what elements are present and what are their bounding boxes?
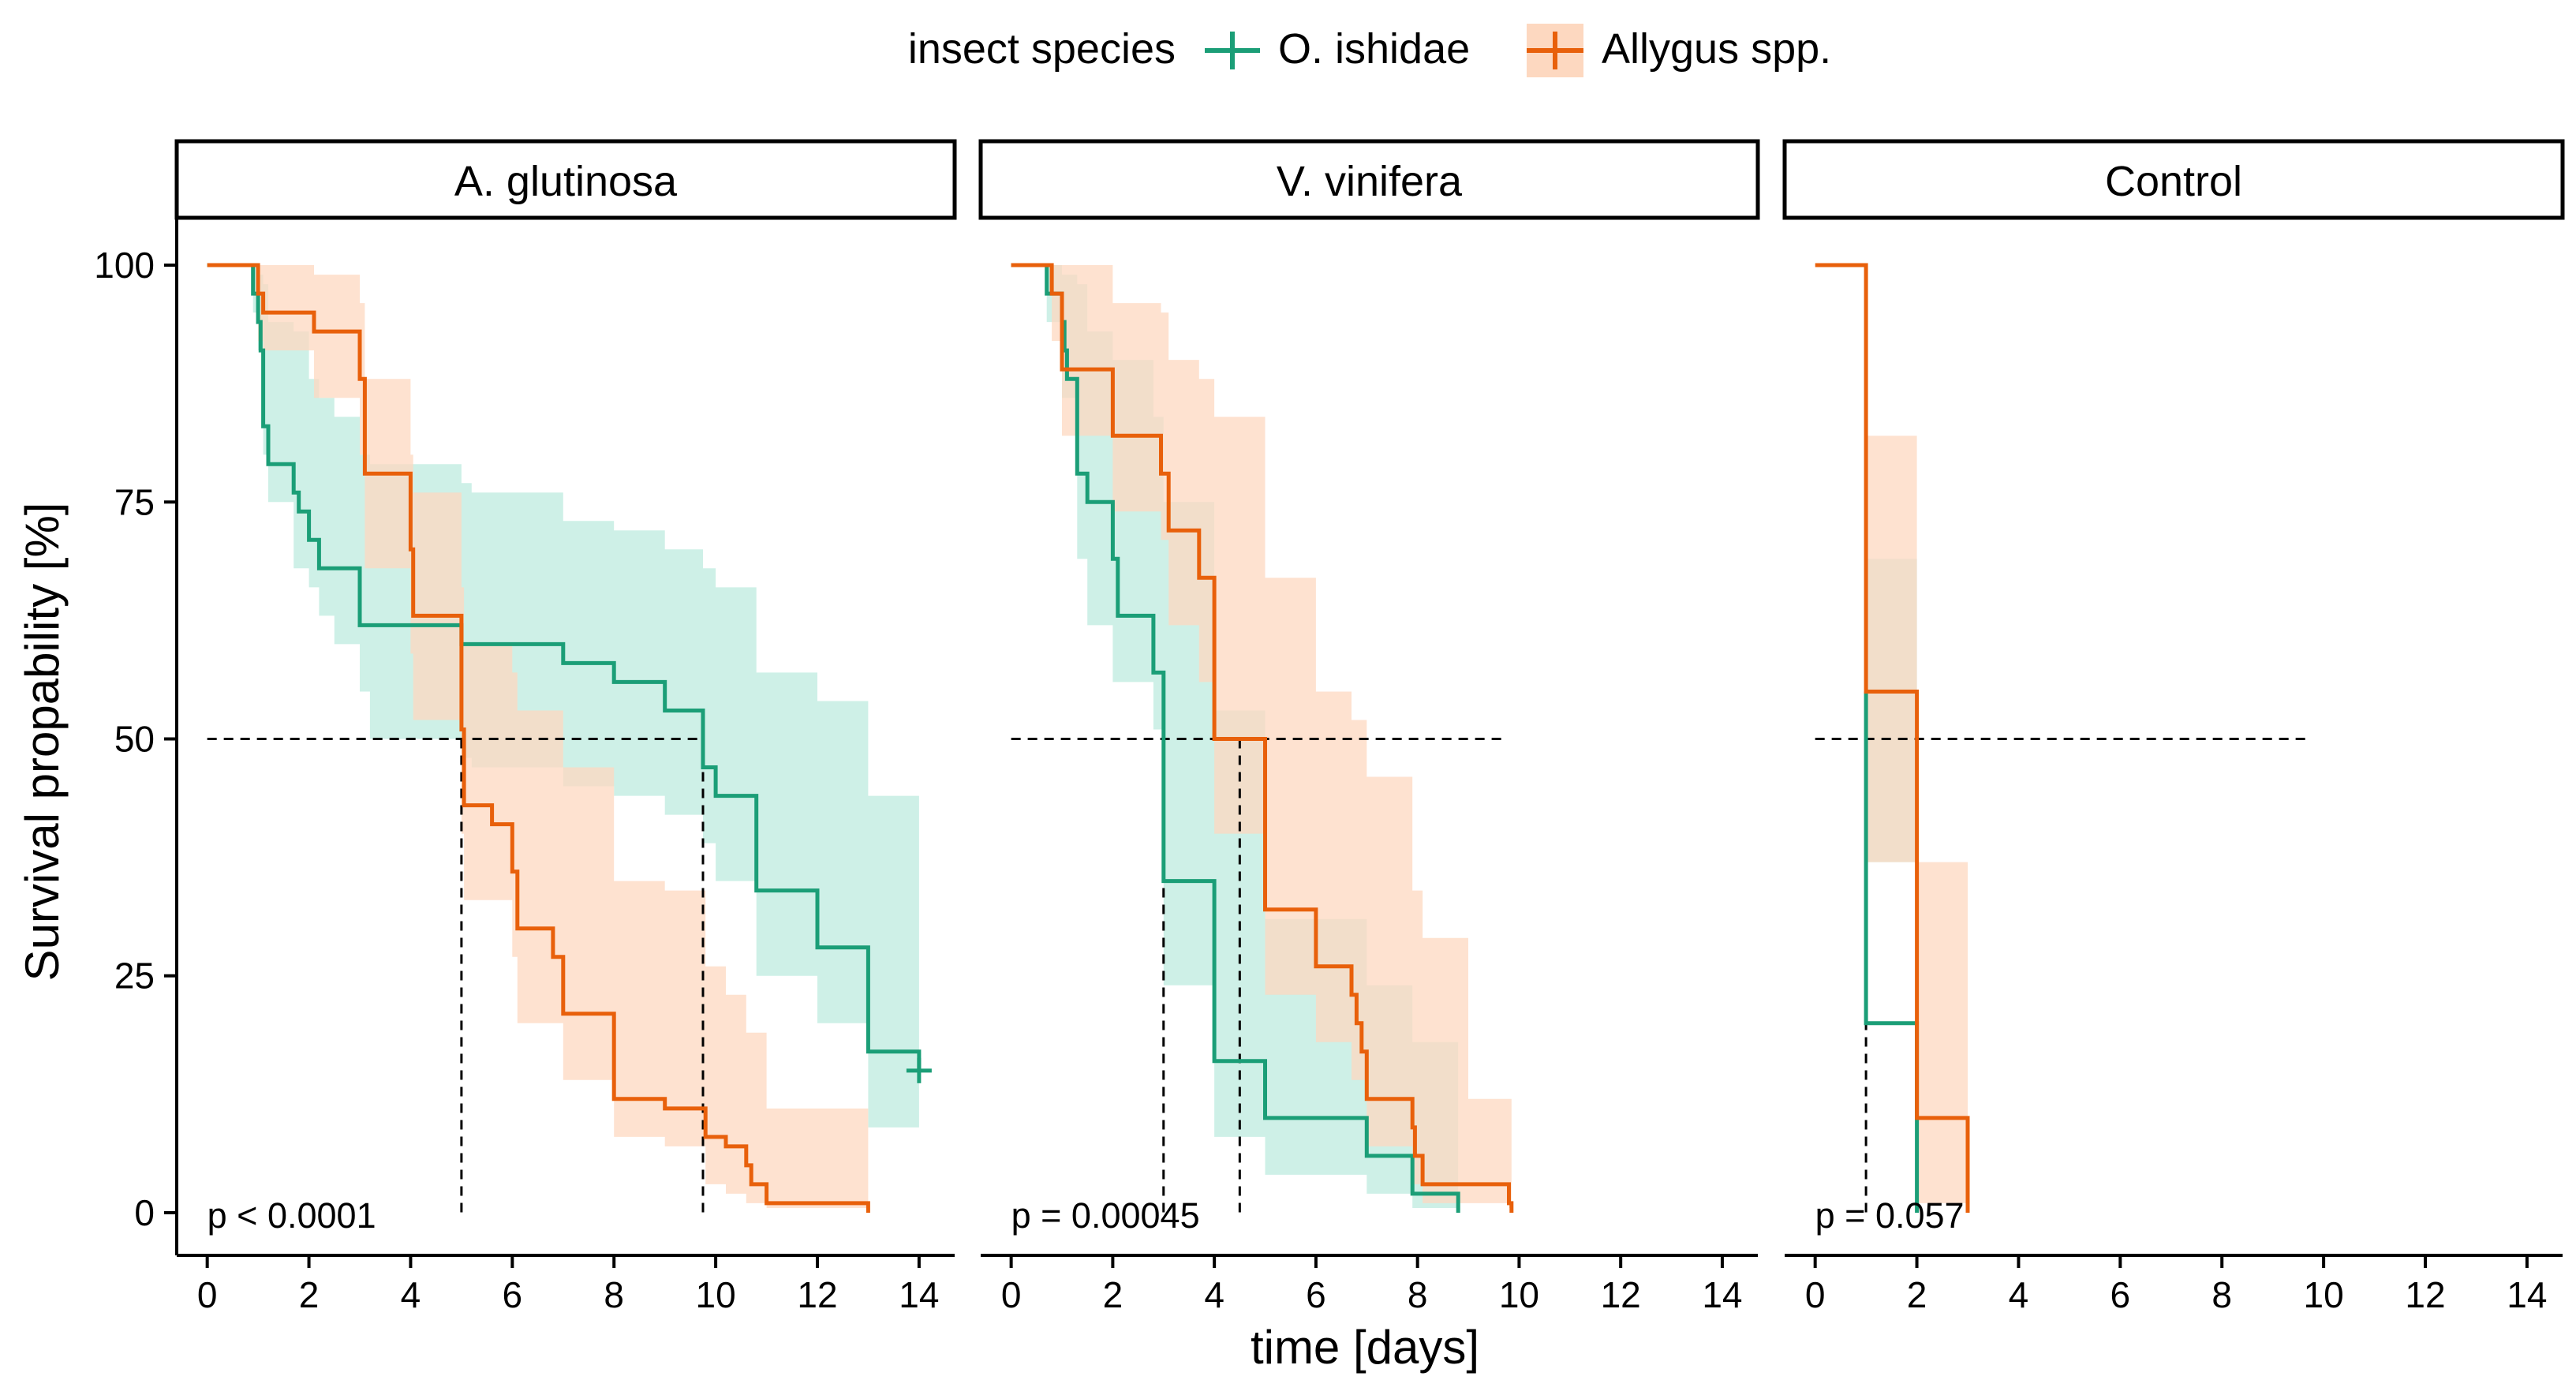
panel-title-v-vinifera: V. vinifera: [1277, 158, 1463, 205]
survival-curve-o-ishidae-a-glutinosa: [207, 263, 922, 1071]
x-tick-label-2-v-vinifera: 2: [1103, 1274, 1123, 1315]
legend-label-o-ishidae: O. ishidae: [1278, 25, 1470, 73]
ci-band-allygus-spp-control: [1815, 265, 1968, 1203]
y-tick-label-50: 50: [114, 719, 155, 760]
ci-band-allygus-spp-v-vinifera: [1011, 265, 1512, 1208]
y-tick-label-100: 100: [94, 245, 155, 286]
x-tick-label-14-a-glutinosa: 14: [899, 1274, 939, 1315]
panel-control: Control p = 0.057 0 2 4 6 8 10 12 14: [1782, 139, 2565, 1315]
pvalue-v-vinifera: p = 0.00045: [1011, 1195, 1200, 1236]
x-tick-label-6-v-vinifera: 6: [1306, 1274, 1326, 1315]
x-tick-label-0-control: 0: [1805, 1274, 1826, 1315]
y-tick-label-75: 75: [114, 481, 155, 522]
x-tick-label-8-v-vinifera: 8: [1408, 1274, 1428, 1315]
panel-title-a-glutinosa: A. glutinosa: [454, 158, 678, 205]
survival-curve-allygus-spp-control: [1815, 263, 1970, 1213]
pvalue-control: p = 0.057: [1815, 1195, 1965, 1236]
x-tick-label-14-control: 14: [2507, 1274, 2547, 1315]
legend: insect species O. ishidae Allygus spp.: [908, 24, 1831, 77]
x-axis-title: time [days]: [1251, 1321, 1479, 1374]
x-tick-label-2-control: 2: [1907, 1274, 1927, 1315]
x-tick-label-10-v-vinifera: 10: [1499, 1274, 1539, 1315]
panel-strip-v-vinifera: [978, 139, 1760, 220]
pvalue-a-glutinosa: p < 0.0001: [208, 1195, 376, 1236]
x-tick-label-6-a-glutinosa: 6: [503, 1274, 523, 1315]
y-axis-title: Survival propability [%]: [16, 503, 69, 982]
legend-key-o-ishidae: [1205, 32, 1260, 69]
panel-title-control: Control: [2105, 158, 2242, 205]
x-tick-label-6-control: 6: [2111, 1274, 2131, 1315]
x-tick-label-10-control: 10: [2304, 1274, 2344, 1315]
x-tick-label-2-a-glutinosa: 2: [299, 1274, 320, 1315]
x-tick-label-8-control: 8: [2211, 1274, 2232, 1315]
x-tick-label-4-v-vinifera: 4: [1204, 1274, 1224, 1315]
survival-curve-allygus-spp-a-glutinosa: [207, 263, 870, 1213]
x-tick-label-8-a-glutinosa: 8: [604, 1274, 624, 1315]
x-tick-label-10-a-glutinosa: 10: [696, 1274, 736, 1315]
x-tick-label-12-a-glutinosa: 12: [797, 1274, 837, 1315]
legend-title: insect species: [908, 25, 1176, 73]
panel-strip-a-glutinosa: [174, 139, 957, 220]
panel-strip-control: [1782, 139, 2565, 220]
legend-key-allygus: [1527, 24, 1583, 77]
survival-curve-allygus-spp-v-vinifera: [1011, 263, 1514, 1213]
x-tick-label-12-control: 12: [2405, 1274, 2445, 1315]
panel-v-vinifera: V. vinifera p = 0.00045 0 2 4 6 8 10 12 14: [978, 139, 1760, 1315]
panel-a-glutinosa: A. glutinosa p < 0.0001 0 2 4 6 8 10 12 14: [174, 139, 957, 1315]
y-tick-label-0: 0: [134, 1192, 155, 1233]
y-axis: 0 25 50 75 100: [94, 218, 178, 1255]
y-tick-label-25: 25: [114, 956, 155, 997]
legend-label-allygus: Allygus spp.: [1602, 25, 1831, 73]
x-tick-label-14-v-vinifera: 14: [1702, 1274, 1742, 1315]
x-tick-label-0-v-vinifera: 0: [1001, 1274, 1022, 1315]
x-tick-label-0-a-glutinosa: 0: [197, 1274, 218, 1315]
x-tick-label-4-a-glutinosa: 4: [401, 1274, 421, 1315]
survival-curve-o-ishidae-v-vinifera: [1011, 263, 1460, 1213]
censor-mark-o-ishidae-a-glutinosa: [906, 1057, 932, 1083]
x-tick-label-12-v-vinifera: 12: [1601, 1274, 1641, 1315]
x-tick-label-4-control: 4: [2009, 1274, 2029, 1315]
